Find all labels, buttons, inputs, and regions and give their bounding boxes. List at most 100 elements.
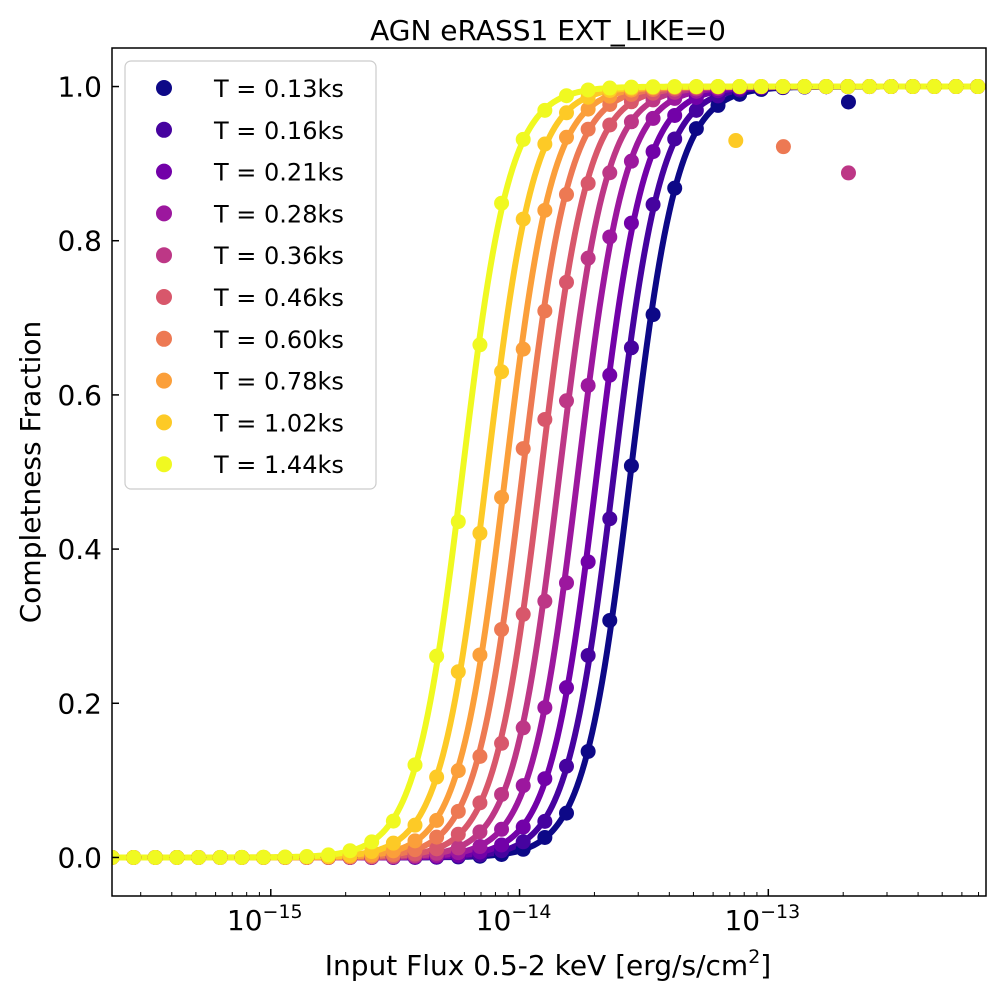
legend-marker xyxy=(156,414,172,431)
data-point-series-5 xyxy=(472,795,488,811)
legend-label: T = 0.21ks xyxy=(213,159,344,187)
data-point-series-2 xyxy=(537,771,553,787)
data-point-series-2 xyxy=(602,367,618,383)
data-point-series-1 xyxy=(580,647,596,663)
data-point-series-1 xyxy=(667,131,683,147)
data-point-series-3 xyxy=(537,700,553,716)
data-point-series-9 xyxy=(364,834,380,850)
x-axis-label: Input Flux 0.5-2 keV [erg/s/cm2] xyxy=(325,946,771,982)
data-point-series-9 xyxy=(775,79,791,95)
data-point-series-4 xyxy=(559,393,574,409)
legend-marker xyxy=(156,372,172,389)
y-tick-label: 0.0 xyxy=(57,841,102,874)
data-point-series-9 xyxy=(407,757,423,773)
x-tick-label: 10−15 xyxy=(227,901,303,937)
x-axis-label-sup: 2 xyxy=(748,946,760,968)
data-point-series-9 xyxy=(883,79,899,95)
data-point-series-5 xyxy=(537,411,553,427)
data-point-series-1 xyxy=(602,511,618,527)
data-point-series-9 xyxy=(861,79,877,95)
x-tick-label: 10−14 xyxy=(476,901,552,937)
data-point-series-6 xyxy=(494,621,510,637)
data-point-series-9 xyxy=(926,79,942,95)
data-point-series-1 xyxy=(537,813,553,829)
data-point-series-0 xyxy=(688,121,704,137)
legend-marker xyxy=(156,163,172,180)
x-tick-exponent: −13 xyxy=(760,901,800,923)
data-point-series-9 xyxy=(580,82,596,98)
data-point-series-9 xyxy=(385,813,401,829)
data-point-series-5 xyxy=(429,841,445,857)
data-point-series-3 xyxy=(494,821,510,837)
legend-marker xyxy=(156,289,172,305)
data-point-series-2 xyxy=(515,819,531,835)
data-point-series-1 xyxy=(645,197,661,213)
data-point-series-9 xyxy=(450,514,466,530)
data-point-series-2 xyxy=(580,554,596,570)
data-point-series-7 xyxy=(494,489,510,505)
data-point-series-7 xyxy=(515,341,531,357)
legend-marker xyxy=(156,121,172,138)
data-point-series-7 xyxy=(537,202,553,218)
data-point-series-6 xyxy=(580,121,596,137)
data-point-series-6 xyxy=(537,303,553,319)
data-point-series-0 xyxy=(602,612,618,628)
y-tick-label: 1.0 xyxy=(57,71,102,104)
data-point-series-9 xyxy=(191,849,207,865)
data-point-series-4 xyxy=(494,786,510,802)
data-point-series-9 xyxy=(212,849,228,865)
data-point-series-9 xyxy=(559,88,574,104)
legend-label: T = 0.46ks xyxy=(213,284,344,312)
data-point-series-5 xyxy=(515,606,531,622)
data-point-series-3 xyxy=(472,839,488,855)
data-point-series-7 xyxy=(407,833,423,849)
data-point-series-9 xyxy=(126,849,142,865)
data-point-series-1 xyxy=(559,758,574,774)
data-point-series-3 xyxy=(559,575,574,591)
legend-box xyxy=(124,60,377,490)
data-point-series-5 xyxy=(602,117,618,133)
data-point-series-9 xyxy=(688,79,704,95)
data-point-series-9 xyxy=(169,849,185,865)
data-point-series-5 xyxy=(559,274,574,290)
data-point-series-9 xyxy=(645,79,661,95)
data-point-series-3 xyxy=(623,153,639,169)
data-point-series-9 xyxy=(905,79,921,95)
data-point-series-4 xyxy=(602,165,618,181)
data-point-series-9 xyxy=(342,843,358,859)
x-tick-exponent: −15 xyxy=(263,901,303,923)
legend: T = 0.13ks T = 0.16ks T = 0.21ks T = 0.28ks… xyxy=(124,60,377,490)
data-point-series-8 xyxy=(515,211,531,227)
x-tick-exponent: −14 xyxy=(511,901,551,923)
x-tick-base: 10 xyxy=(227,904,263,937)
data-point-series-9 xyxy=(818,79,834,95)
outlier-point-series-6 xyxy=(775,139,791,155)
data-point-series-3 xyxy=(515,778,531,794)
data-point-series-2 xyxy=(559,680,574,696)
data-point-series-9 xyxy=(234,849,250,865)
legend-label: T = 1.44ks xyxy=(213,451,344,479)
y-axis-label: Completness Fraction xyxy=(14,321,47,624)
legend-marker xyxy=(156,456,172,473)
data-point-series-6 xyxy=(472,748,488,764)
legend-label: T = 0.13ks xyxy=(213,75,344,103)
data-point-series-9 xyxy=(840,79,856,95)
chart-title: AGN eRASS1 EXT_LIKE=0 xyxy=(370,14,726,47)
data-point-series-0 xyxy=(667,180,683,196)
legend-marker xyxy=(156,205,172,222)
y-tick-label: 0.8 xyxy=(57,225,102,258)
data-point-series-4 xyxy=(450,840,466,856)
data-point-series-6 xyxy=(450,803,466,819)
data-point-series-9 xyxy=(515,131,531,147)
data-point-series-0 xyxy=(537,829,553,845)
data-point-series-1 xyxy=(688,102,704,118)
data-point-series-9 xyxy=(320,847,336,863)
data-point-series-9 xyxy=(537,102,553,118)
data-point-series-9 xyxy=(667,79,683,95)
y-axis-ticks: 0.0 0.2 0.4 0.6 0.8 1.0 xyxy=(57,71,119,874)
data-point-series-9 xyxy=(623,79,639,95)
data-point-series-9 xyxy=(494,195,510,211)
data-point-series-5 xyxy=(580,175,596,191)
data-point-series-0 xyxy=(623,458,639,474)
data-point-series-9 xyxy=(472,337,488,353)
